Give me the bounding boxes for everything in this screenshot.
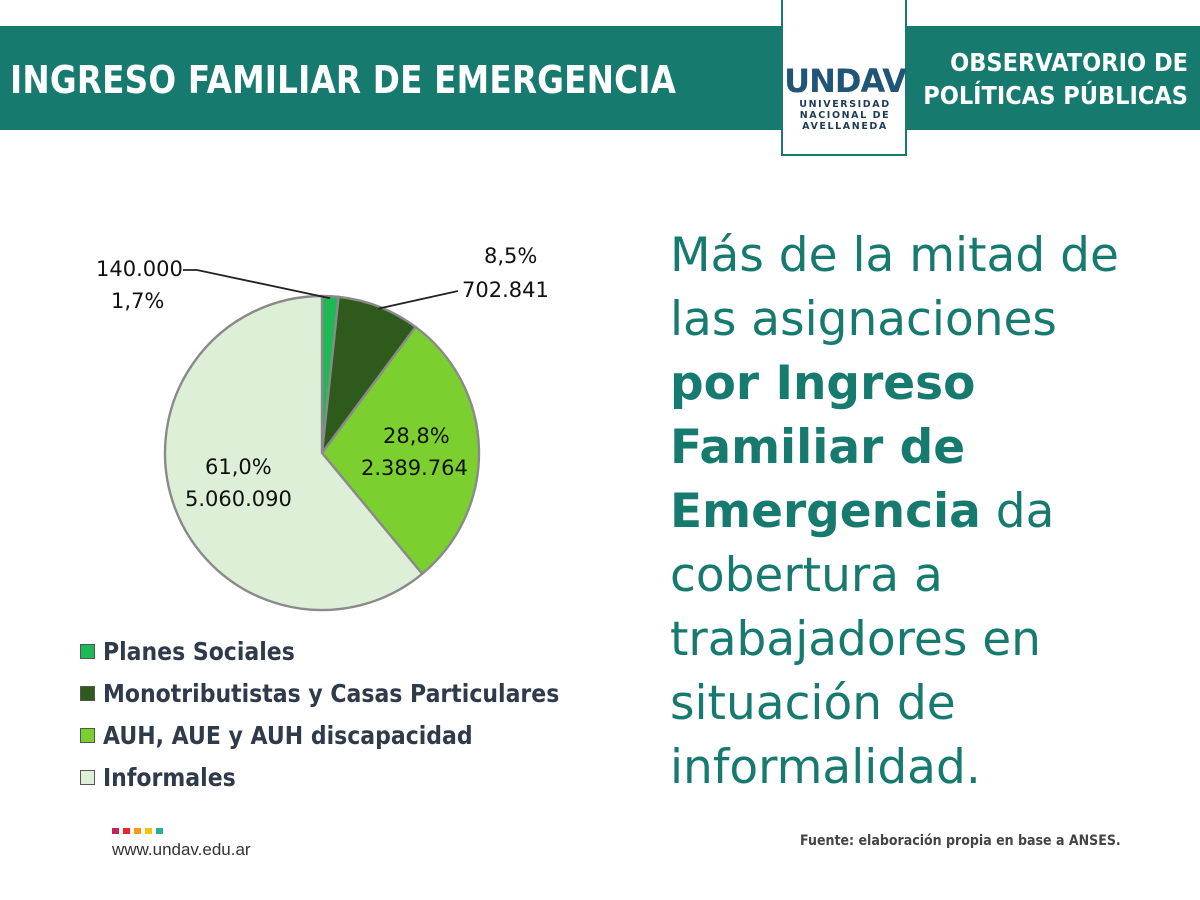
headline-line-2: las asignaciones [670, 292, 1057, 347]
page-title: INGRESO FAMILIAR DE EMERGENCIA [10, 58, 677, 102]
headline-line-5: Emergencia da [670, 480, 1190, 544]
logo-subtitle: UNIVERSIDAD NACIONAL DE AVELLANEDA [783, 99, 907, 132]
label-percent-auh: 28,8% [383, 424, 450, 448]
headline-rest-5: da [980, 484, 1055, 539]
brand-dot [112, 828, 119, 834]
slice-monotributistas [320, 295, 417, 455]
observatory-title: OBSERVATORIO DE POLÍTICAS PÚBLICAS [918, 46, 1188, 112]
undav-logo: UNDAV UNIVERSIDAD NACIONAL DE AVELLANEDA [781, 0, 907, 156]
slice-informales [163, 294, 424, 612]
leader-line-monotributistas [378, 290, 459, 310]
logo-sub-line-2: NACIONAL DE [799, 110, 891, 121]
label-percent-planes: 1,7% [111, 289, 164, 313]
label-value-auh: 2.389.764 [361, 456, 468, 480]
leader-lines [183, 269, 459, 310]
headline-line-4: Familiar de [670, 416, 1190, 480]
legend-label: Informales [103, 762, 236, 792]
label-percent-informales: 61,0% [205, 455, 272, 479]
logo-sub-line-3: AVELLANEDA [802, 121, 888, 132]
slice-auh [320, 325, 481, 576]
source-note: Fuente: elaboración propia en base a ANS… [800, 833, 1121, 849]
brand-dot [134, 828, 141, 834]
data-labels: 140.000 1,7% 8,5% 702.841 28,8% 2.389.76… [96, 244, 549, 511]
legend-swatch [80, 643, 95, 659]
brand-dot [156, 828, 163, 834]
brand-dot [123, 828, 130, 834]
header-band: INGRESO FAMILIAR DE EMERGENCIA OBSERVATO… [0, 26, 1200, 130]
headline-line-3: por Ingreso [670, 352, 1190, 416]
legend-label: AUH, AUE y AUH discapacidad [103, 720, 473, 750]
headline: Más de la mitad de las asignaciones por … [670, 224, 1190, 800]
leader-line-planes [183, 269, 331, 300]
legend-label: Planes Sociales [103, 636, 295, 666]
chart-legend: Planes Sociales Monotributistas y Casas … [80, 630, 622, 798]
label-value-informales: 5.060.090 [185, 487, 292, 511]
legend-swatch [80, 769, 95, 785]
headline-bold-5: Emergencia [670, 484, 981, 539]
label-value-monotributistas: 702.841 [462, 278, 549, 302]
legend-swatch [80, 727, 95, 743]
brand-dot [145, 828, 152, 834]
headline-line-6: cobertura a [670, 548, 943, 603]
website-url: www.undav.edu.ar [112, 840, 251, 859]
brand-dots [112, 828, 163, 834]
headline-line-1: Más de la mitad de [670, 228, 1119, 283]
legend-item-informales: Informales [80, 756, 622, 798]
observatory-line-1: OBSERVATORIO DE [950, 48, 1188, 77]
logo-wordmark: UNDAV [784, 62, 907, 100]
headline-line-9: informalidad. [670, 740, 981, 795]
legend-item-auh: AUH, AUE y AUH discapacidad [80, 714, 622, 756]
label-value-planes: 140.000 [96, 257, 183, 281]
legend-item-monotributistas: Monotributistas y Casas Particulares [80, 672, 622, 714]
legend-item-planes: Planes Sociales [80, 630, 622, 672]
headline-bold-4: Familiar de [670, 420, 966, 475]
headline-line-7: trabajadores en [670, 612, 1041, 667]
legend-swatch [80, 685, 95, 701]
headline-line-8: situación de [670, 676, 956, 731]
legend-label: Monotributistas y Casas Particulares [103, 678, 560, 708]
pie-slices [163, 294, 481, 612]
logo-sub-line-1: UNIVERSIDAD [799, 99, 891, 110]
label-percent-monotributistas: 8,5% [484, 244, 537, 268]
observatory-line-2: POLÍTICAS PÚBLICAS [923, 81, 1188, 110]
headline-bold-3: por Ingreso [670, 356, 976, 411]
